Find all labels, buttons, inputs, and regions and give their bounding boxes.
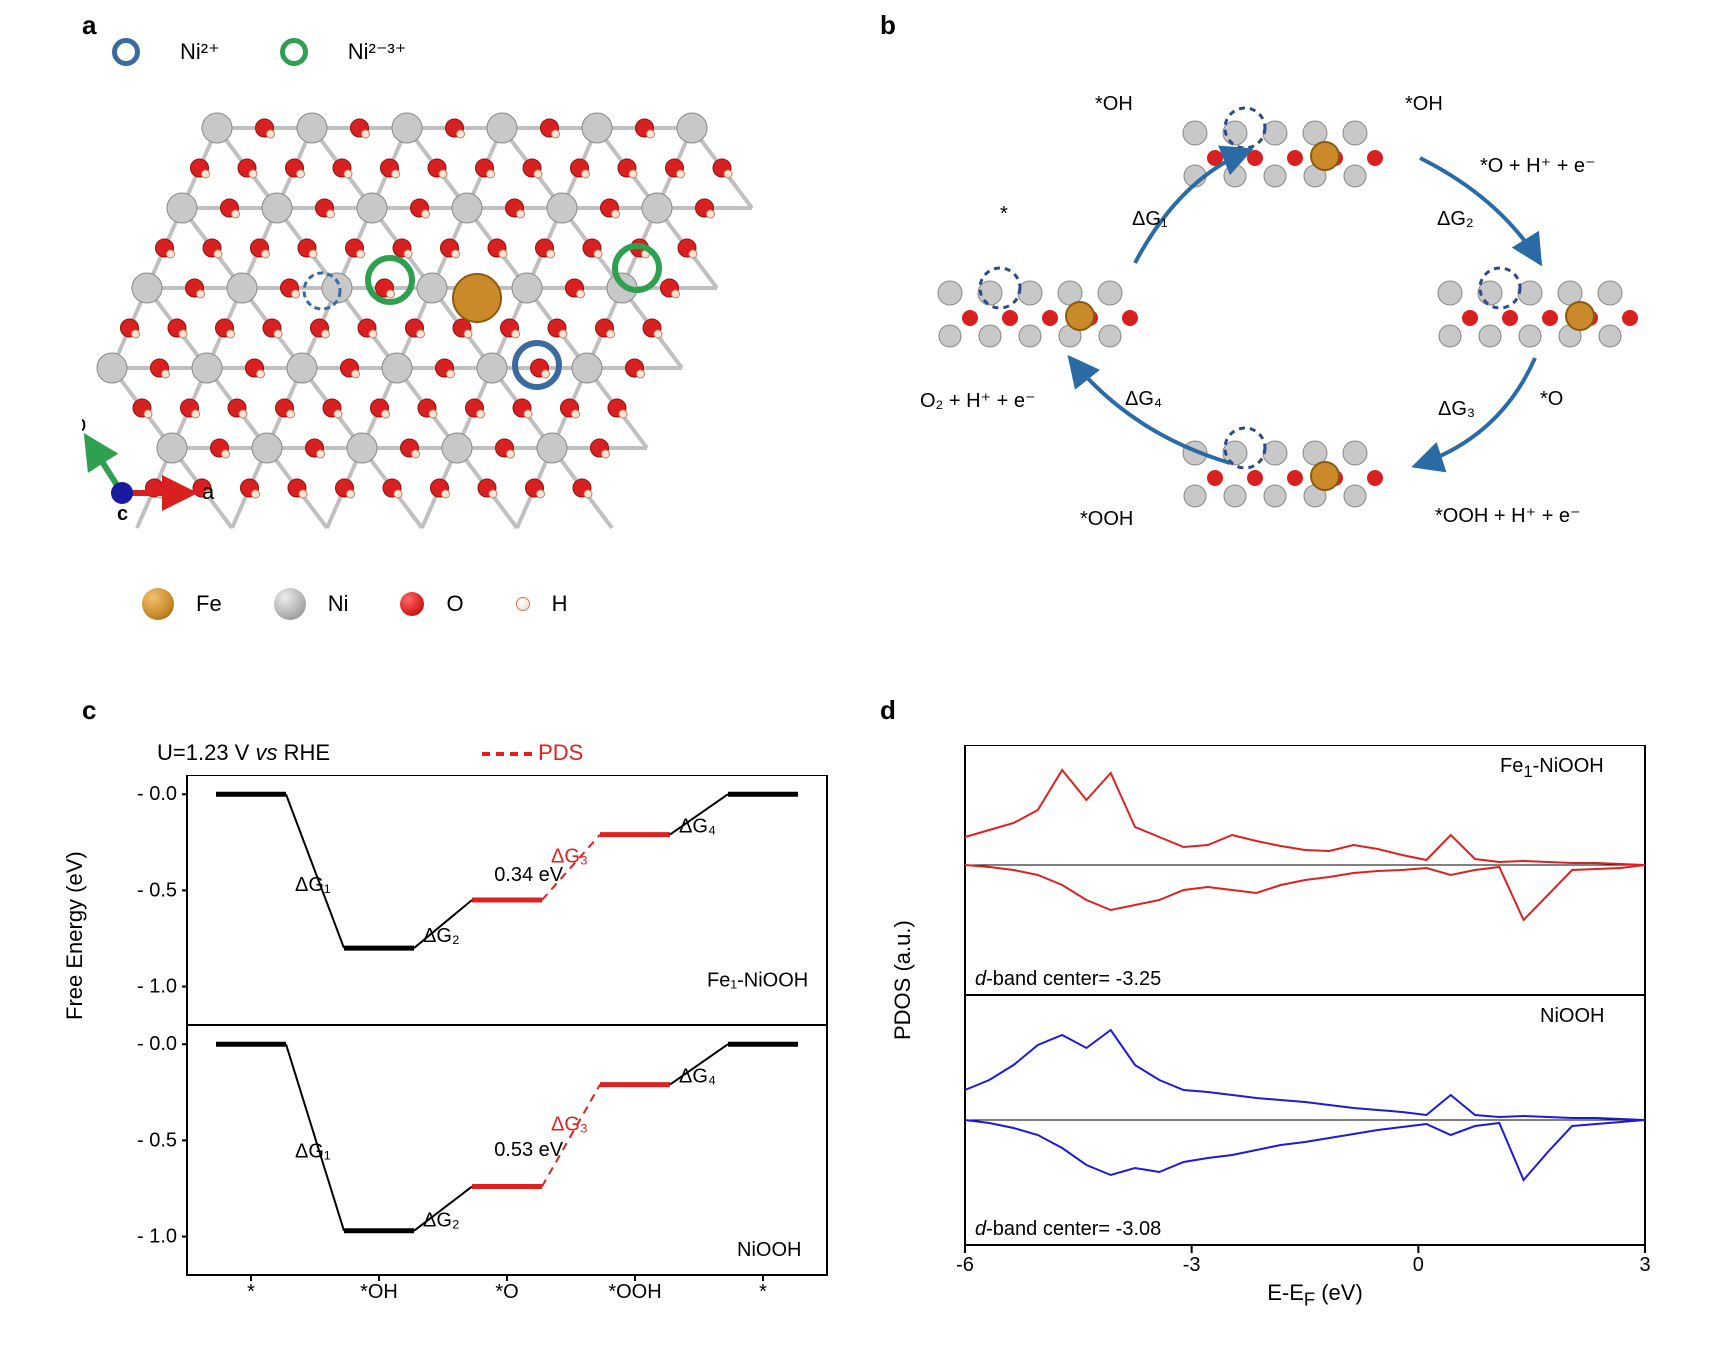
cycle-o-label: *O [1540, 388, 1563, 411]
panel-label-a: a [82, 10, 96, 41]
svg-text:NiOOH: NiOOH [737, 1239, 801, 1261]
axis-c-label: c [117, 503, 128, 525]
panel-label-b: b [880, 10, 896, 41]
dg4-label: ΔG₄ [1125, 388, 1162, 411]
svg-text:Fe₁-NiOOH: Fe₁-NiOOH [707, 970, 808, 992]
svg-text:ΔG₂: ΔG₂ [423, 925, 460, 947]
svg-text:ΔG₄: ΔG₄ [679, 1065, 716, 1087]
cycle-oh-label-2: *OH [1405, 93, 1443, 116]
fe-atom [453, 274, 501, 322]
svg-text:*: * [759, 1281, 767, 1300]
dg1-label: ΔG₁ [1132, 208, 1168, 231]
o-legend-icon [400, 592, 424, 616]
svg-text:ΔG₂: ΔG₂ [423, 1210, 460, 1232]
svg-text:- 0.0: - 0.0 [137, 783, 177, 805]
ni-legend-icon [274, 588, 306, 620]
panel-d-bot-label: NiOOH [1540, 1005, 1604, 1028]
svg-text:- 0.5: - 0.5 [137, 879, 177, 901]
panel-d-pdos: PDOS (a.u.) -6-303 E-EF (eV) Fe1-NiOOH N… [900, 740, 1670, 1330]
svg-text:*O: *O [495, 1281, 518, 1300]
svg-text:3: 3 [1639, 1254, 1650, 1275]
lattice-svg: a b c [82, 73, 842, 573]
cycle-star-label: * [1000, 203, 1008, 226]
energy-svg: ΔG₁ΔG₂ΔG₃ΔG₄0.34 eVFe₁-NiOOH ΔG₁ΔG₂ΔG₃ΔG… [137, 775, 832, 1300]
svg-text:ΔG₄: ΔG₄ [679, 815, 716, 837]
panel-c-title: U=1.23 V vs RHE [157, 740, 330, 766]
h-legend-label: H [552, 591, 568, 617]
legend-ni2-label: Ni²⁺ [180, 39, 220, 65]
svg-text:0.53 eV: 0.53 eV [494, 1139, 564, 1161]
dg2-label: ΔG₂ [1437, 208, 1474, 231]
svg-text:*OOH: *OOH [608, 1281, 661, 1300]
dg3-label: ΔG₃ [1438, 398, 1475, 421]
svg-text:- 0.5: - 0.5 [137, 1129, 177, 1151]
svg-text:0: 0 [1413, 1254, 1424, 1275]
h-legend-icon [516, 597, 530, 611]
panel-c-energy: U=1.23 V vs RHE PDS Free Energy (eV) ΔG₁… [82, 740, 837, 1330]
panel-b-cycle: *OH * ΔG₁ *OH *O + H⁺ + e⁻ ΔG₂ *O ΔG₃ *O… [880, 38, 1670, 598]
svg-text:- 1.0: - 1.0 [137, 976, 177, 998]
svg-text:- 0.0: - 0.0 [137, 1033, 177, 1055]
o-legend-label: O [446, 591, 463, 617]
reac-top-right: *O + H⁺ + e⁻ [1480, 153, 1596, 178]
svg-text:ΔG₃: ΔG₃ [551, 1114, 588, 1136]
reac-bot-left: O₂ + H⁺ + e⁻ [920, 388, 1036, 413]
axis-a-label: a [202, 479, 215, 504]
pds-legend: PDS [482, 740, 583, 766]
panel-c-ylabel: Free Energy (eV) [62, 851, 88, 1020]
panel-a-structure: Ni²⁺ Ni²⁻³⁺ a b c [82, 38, 842, 648]
panel-d-xlabel: E-EF (eV) [955, 1280, 1675, 1310]
dband-bot: d-band center= -3.08 [975, 1218, 1161, 1241]
svg-text:- 1.0: - 1.0 [137, 1226, 177, 1248]
axis-b-label: b [82, 411, 86, 436]
panel-label-d: d [880, 695, 896, 726]
panel-label-c: c [82, 695, 96, 726]
svg-text:0.34 eV: 0.34 eV [494, 864, 564, 886]
panel-d-ylabel: PDOS (a.u.) [890, 920, 916, 1040]
svg-text:-6: -6 [956, 1254, 974, 1275]
dband-top: d-band center= -3.25 [975, 968, 1161, 991]
legend-ni23-label: Ni²⁻³⁺ [348, 39, 407, 65]
svg-text:-3: -3 [1183, 1254, 1201, 1275]
ni-legend-label: Ni [328, 591, 349, 617]
svg-text:ΔG₁: ΔG₁ [295, 874, 331, 896]
ni2-ring-icon [112, 38, 140, 66]
cycle-oh-label: *OH [1095, 93, 1133, 116]
svg-text:ΔG₁: ΔG₁ [295, 1141, 331, 1163]
svg-text:*: * [247, 1281, 255, 1300]
fe-legend-label: Fe [196, 591, 222, 617]
ni23-ring-icon [280, 38, 308, 66]
fe-legend-icon [142, 588, 174, 620]
svg-text:*OH: *OH [360, 1281, 398, 1300]
cycle-ooh-label: *OOH [1080, 508, 1133, 531]
reac-bot-right: *OOH + H⁺ + e⁻ [1435, 503, 1581, 528]
panel-d-top-label: Fe1-NiOOH [1500, 755, 1604, 782]
